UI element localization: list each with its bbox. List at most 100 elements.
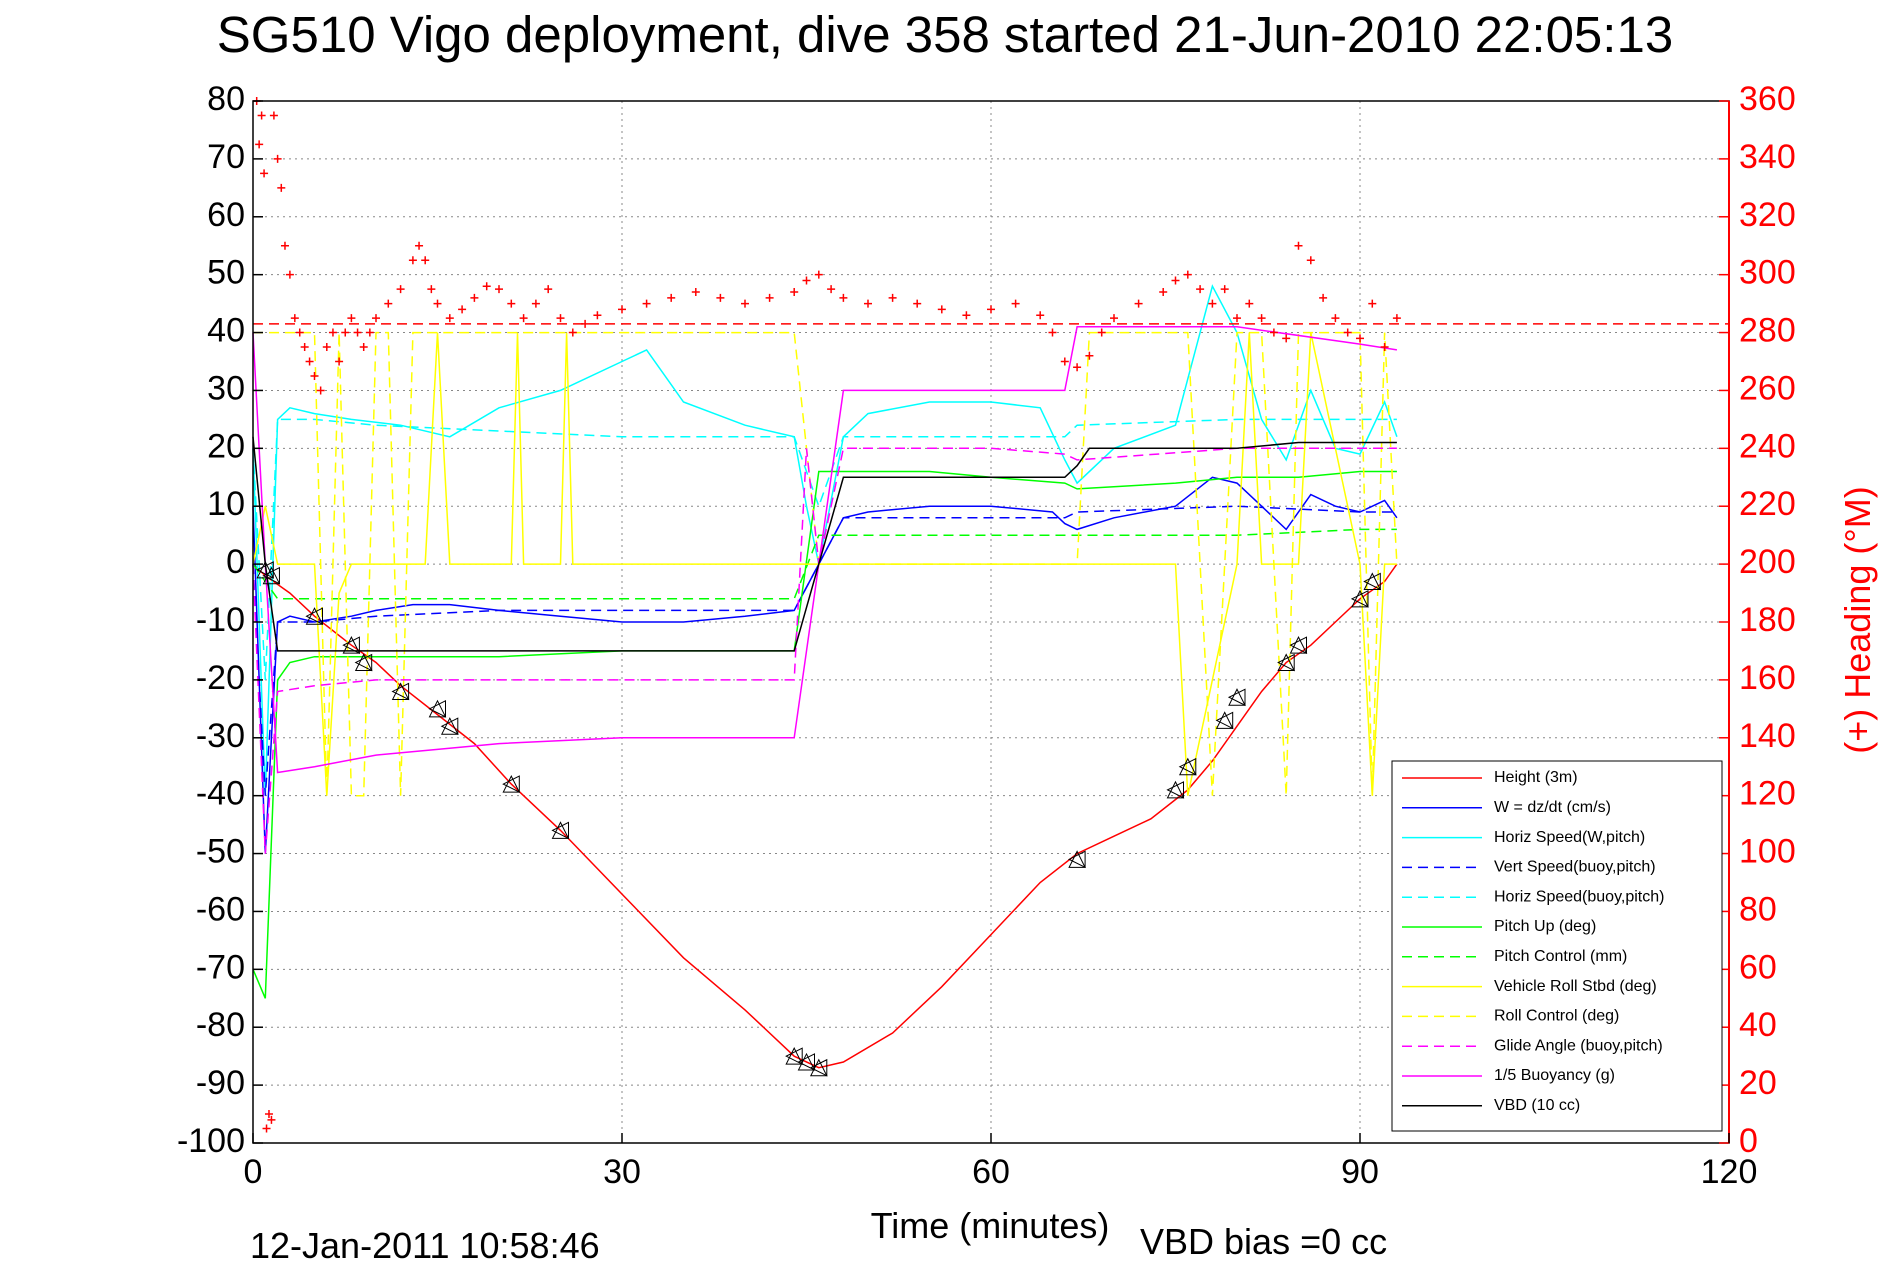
heading-point xyxy=(335,357,344,366)
heading-point xyxy=(1011,299,1020,308)
heading-point xyxy=(445,314,454,323)
triangle-marker-left xyxy=(1166,781,1184,799)
heading-point xyxy=(1048,328,1057,337)
heading-point xyxy=(1245,299,1254,308)
triangle-marker-left xyxy=(354,653,373,672)
heading-point xyxy=(365,328,374,337)
heading-point xyxy=(255,140,264,149)
y-tick-label: 40 xyxy=(207,312,245,350)
y-tick-label: 20 xyxy=(207,427,245,465)
triangle-marker xyxy=(305,607,324,625)
heading-point xyxy=(1269,328,1278,337)
heading-point xyxy=(260,169,269,178)
triangle-marker xyxy=(1351,589,1369,608)
legend-entry: Height (3m) xyxy=(1494,769,1578,786)
legend-entry: Glide Angle (buoy,pitch) xyxy=(1494,1037,1663,1054)
heading-point xyxy=(716,293,725,302)
heading-point xyxy=(470,293,479,302)
series-line xyxy=(252,505,1397,796)
y-tick-label: 10 xyxy=(207,485,245,523)
triangle-marker xyxy=(1166,780,1185,799)
legend-entry: Horiz Speed(W,pitch) xyxy=(1494,829,1645,846)
heading-point xyxy=(353,328,362,337)
series-line xyxy=(252,476,1398,854)
heading-point xyxy=(1208,299,1217,308)
heading-point xyxy=(544,285,553,294)
triangle-marker-left xyxy=(256,561,274,579)
triangle-marker xyxy=(262,566,281,585)
heading-point xyxy=(277,183,286,192)
heading-point xyxy=(937,305,946,314)
triangle-marker xyxy=(1363,572,1382,590)
y-tick-label: -100 xyxy=(177,1122,245,1160)
triangle-marker xyxy=(440,717,459,735)
triangle-marker xyxy=(809,1058,828,1077)
heading-point xyxy=(839,293,848,302)
heading-point xyxy=(1183,270,1192,279)
y-right-tick-label: 160 xyxy=(1739,659,1796,697)
y-tick-label: -20 xyxy=(196,659,245,697)
heading-point xyxy=(618,305,626,314)
heading-point xyxy=(987,305,995,314)
legend-entry: Pitch Up (deg) xyxy=(1494,918,1596,935)
y-tick-label: 30 xyxy=(207,369,245,407)
triangle-marker-left xyxy=(1227,688,1246,707)
heading-point xyxy=(519,314,528,323)
heading-point xyxy=(1368,299,1377,308)
heading-point xyxy=(1110,314,1118,323)
triangle-marker-left xyxy=(1178,757,1197,776)
y-right-tick-label: 60 xyxy=(1739,948,1777,986)
x-tick-label: 90 xyxy=(1341,1153,1379,1191)
heading-point xyxy=(1294,241,1303,250)
y-right-tick-label: 180 xyxy=(1739,601,1796,639)
triangle-marker xyxy=(1289,636,1308,654)
legend-entry: Vert Speed(buoy,pitch) xyxy=(1494,859,1656,876)
heading-point xyxy=(495,285,503,294)
heading-point xyxy=(913,299,922,308)
triangle-marker xyxy=(354,653,373,672)
triangle-marker-left xyxy=(1067,850,1086,869)
heading-point xyxy=(691,288,700,297)
y-axis-left: 80 70 60 50 40 30 20 10 0 -10 -20 -30 -40 -50 -60 -70 -8… xyxy=(177,80,263,1160)
heading-point xyxy=(280,241,289,250)
heading-point xyxy=(1085,351,1094,360)
y-right-tick-label: 100 xyxy=(1739,833,1796,871)
legend-entry: W = dz/dt (cm/s) xyxy=(1494,799,1611,816)
legend-entry: VBD (10 cc) xyxy=(1494,1097,1580,1114)
series-line xyxy=(252,528,1397,600)
series-line xyxy=(252,563,1398,1069)
heading-point xyxy=(300,343,309,352)
heading-point xyxy=(1306,256,1315,265)
heading-point xyxy=(482,282,491,291)
heading-point xyxy=(667,293,676,302)
heading-point xyxy=(264,1110,273,1119)
y-right-tick-label: 240 xyxy=(1739,427,1796,465)
y-right-tick-label: 40 xyxy=(1739,1006,1777,1044)
y-tick-label: -60 xyxy=(196,890,245,928)
triangle-marker xyxy=(797,1052,816,1071)
heading-point xyxy=(741,299,749,308)
y-tick-label: 0 xyxy=(226,543,245,581)
heading-point xyxy=(359,343,368,352)
heading-point xyxy=(642,299,651,308)
heading-point xyxy=(568,328,577,337)
heading-point xyxy=(290,314,299,323)
heading-point xyxy=(310,371,319,380)
heading-point xyxy=(257,111,266,120)
heading-point xyxy=(581,319,590,328)
y-right-tick-label: 80 xyxy=(1739,890,1777,928)
y-tick-label: 80 xyxy=(207,80,245,118)
y-right-tick-label: 300 xyxy=(1739,254,1796,292)
triangle-marker-left xyxy=(305,607,323,626)
triangle-marker xyxy=(502,774,521,793)
y-right-tick-label: 20 xyxy=(1739,1064,1777,1102)
legend-entry: Vehicle Roll Stbd (deg) xyxy=(1494,978,1657,995)
y-right-tick-label: 360 xyxy=(1739,80,1796,118)
series-line xyxy=(252,326,1398,774)
legend-entry: 1/5 Buoyancy (g) xyxy=(1494,1067,1615,1084)
heading-point xyxy=(384,299,393,308)
chart-title: SG510 Vigo deployment, dive 358 started … xyxy=(217,6,1673,63)
heading-point xyxy=(1171,276,1180,285)
heading-point xyxy=(1356,334,1364,343)
